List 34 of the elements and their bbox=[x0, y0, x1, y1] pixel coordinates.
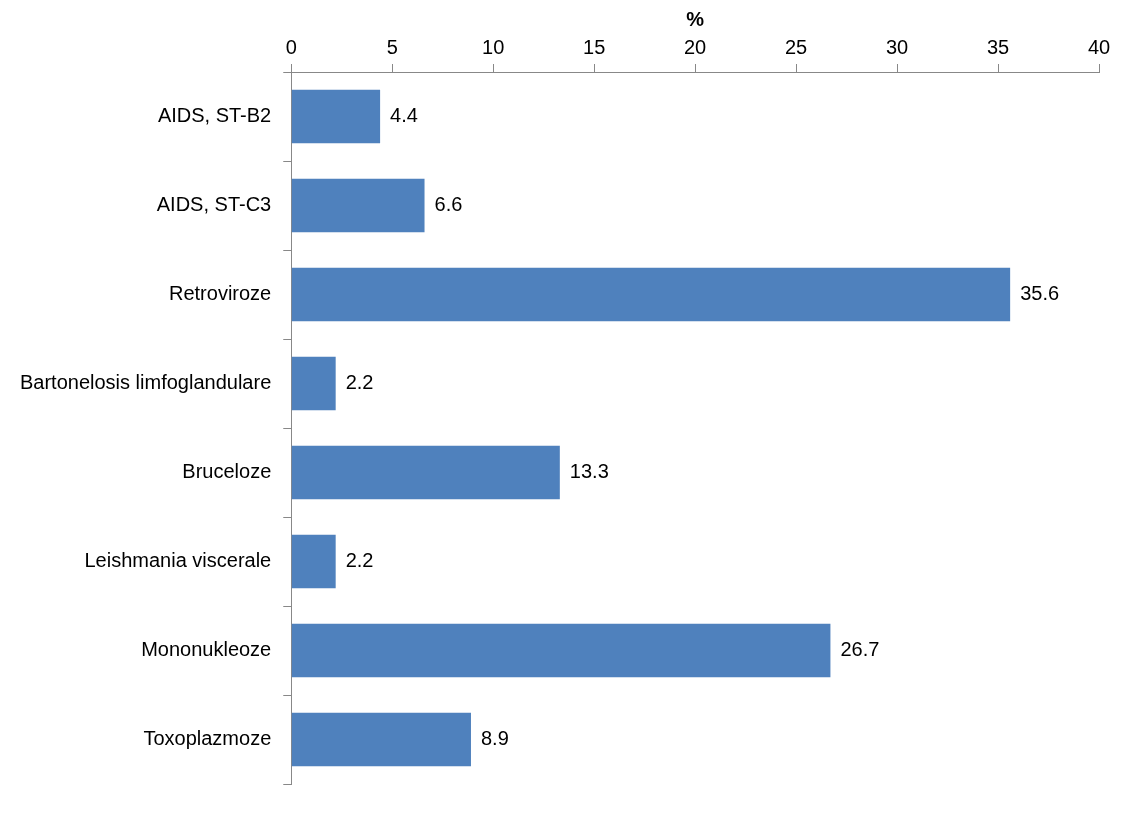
data-label: 35.6 bbox=[1020, 282, 1060, 305]
bar bbox=[291, 445, 560, 500]
bar bbox=[291, 712, 471, 767]
y-tick-label: AIDS, ST-C3 bbox=[156, 193, 272, 216]
x-tick-label: 10 bbox=[482, 35, 505, 58]
data-label: 8.9 bbox=[480, 727, 509, 750]
x-tick-label: 25 bbox=[784, 35, 808, 58]
bar bbox=[291, 623, 831, 678]
y-tick-label: Retroviroze bbox=[168, 282, 272, 305]
x-tick-label: 5 bbox=[386, 35, 398, 58]
bar bbox=[291, 178, 425, 233]
y-tick-label: Leishmania viscerale bbox=[84, 549, 272, 572]
y-tick-label: Bartonelosis limfoglandulare bbox=[20, 371, 272, 394]
bar bbox=[291, 267, 1011, 322]
x-tick-label: 15 bbox=[583, 35, 606, 58]
data-label: 13.3 bbox=[569, 460, 609, 483]
data-label: 6.6 bbox=[434, 193, 463, 216]
data-label: 26.7 bbox=[840, 638, 880, 661]
bar bbox=[291, 534, 336, 589]
data-label: 4.4 bbox=[390, 104, 418, 127]
x-tick-label: 0 bbox=[285, 35, 297, 58]
y-tick-label: Toxoplazmoze bbox=[143, 727, 272, 750]
x-tick-label: 35 bbox=[986, 35, 1010, 58]
y-tick-label: Mononukleoze bbox=[141, 638, 272, 661]
y-tick-label: AIDS, ST-B2 bbox=[157, 104, 272, 127]
data-label: 2.2 bbox=[345, 371, 374, 394]
bar bbox=[291, 356, 336, 411]
x-tick-label: 20 bbox=[684, 35, 707, 58]
x-tick-label: 30 bbox=[885, 35, 909, 58]
bar bbox=[291, 89, 381, 144]
data-label: 2.2 bbox=[345, 549, 374, 572]
y-tick-label: Bruceloze bbox=[182, 460, 272, 483]
x-axis-title: % bbox=[686, 7, 705, 30]
x-tick-label: 40 bbox=[1087, 35, 1111, 58]
